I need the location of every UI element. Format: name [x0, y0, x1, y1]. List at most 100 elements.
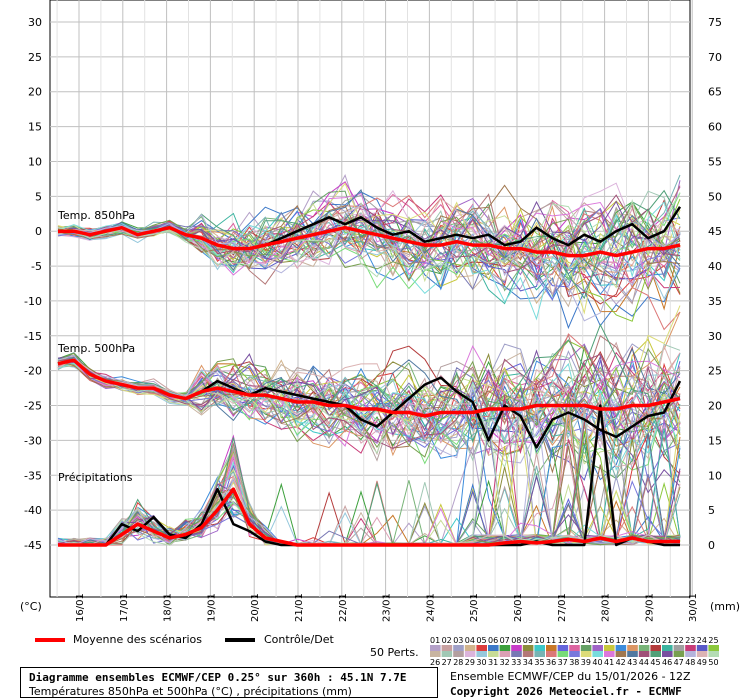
right-tick-label: 40 [708, 260, 722, 273]
member-swatch [522, 651, 534, 657]
t850-member-line [57, 192, 681, 278]
main-series [57, 206, 682, 547]
member-swatch [615, 645, 627, 651]
member-number-top: 07 [500, 636, 510, 645]
right-tick-label: 55 [708, 155, 722, 168]
t500-member-line [57, 353, 681, 449]
right-tick-label: 70 [708, 51, 722, 64]
member-swatch [696, 645, 708, 651]
member-number-bottom: 36 [546, 658, 556, 667]
member-number-top: 25 [708, 636, 718, 645]
right-tick-label: 45 [708, 225, 722, 238]
member-swatch [488, 645, 499, 651]
member-swatch [604, 645, 615, 651]
right-tick-label: 25 [708, 365, 722, 378]
t500-mean-line [57, 358, 681, 418]
member-number-top: 11 [546, 636, 556, 645]
member-number-top: 20 [650, 636, 660, 645]
left-tick-label: -5 [31, 260, 42, 273]
date-label: 29/01 [644, 593, 655, 622]
member-swatch [685, 651, 696, 657]
member-swatch [441, 645, 453, 651]
member-number-bottom: 44 [639, 658, 649, 667]
member-number-bottom: 30 [476, 658, 486, 667]
member-number-top: 10 [534, 636, 544, 645]
t500-member-line [57, 347, 681, 458]
member-swatch [650, 651, 661, 657]
t850-member-line [57, 201, 681, 271]
member-number-top: 05 [476, 636, 486, 645]
member-number-top: 23 [685, 636, 695, 645]
member-swatch [673, 651, 685, 657]
member-swatch [464, 651, 476, 657]
member-swatch [534, 651, 545, 657]
member-number-bottom: 26 [430, 658, 440, 667]
member-swatch [430, 645, 441, 651]
right-tick-label: 75 [708, 16, 722, 29]
member-swatch [615, 651, 627, 657]
member-swatch [696, 651, 708, 657]
right-tick-label: 15 [708, 434, 722, 447]
member-swatch [441, 651, 453, 657]
member-number-top: 19 [639, 636, 649, 645]
left-tick-label: 10 [28, 155, 42, 168]
member-swatch [638, 645, 650, 651]
member-swatch [604, 651, 615, 657]
member-number-top: 08 [511, 636, 521, 645]
member-swatch [685, 645, 696, 651]
member-swatch [534, 645, 545, 651]
member-swatch [453, 651, 464, 657]
left-tick-label: -20 [24, 365, 42, 378]
left-tick-label: -10 [24, 295, 42, 308]
member-number-bottom: 41 [604, 658, 614, 667]
panel-label-precip: Précipitations [58, 471, 133, 484]
member-swatch [511, 651, 522, 657]
grid [49, 0, 693, 598]
member-swatch [488, 651, 499, 657]
member-swatch [557, 651, 569, 657]
member-number-top: 13 [569, 636, 579, 645]
member-number-top: 03 [453, 636, 463, 645]
right-tick-label: 30 [708, 330, 722, 343]
member-number-bottom: 46 [662, 658, 672, 667]
member-number-bottom: 43 [627, 658, 637, 667]
legend-perts-label: 50 Perts. [370, 646, 419, 659]
member-swatch [580, 651, 592, 657]
member-number-top: 02 [442, 636, 452, 645]
right-tick-label: 0 [708, 539, 715, 552]
left-tick-label: -25 [24, 400, 42, 413]
precip-mean-line [58, 487, 680, 547]
right-unit-label: (mm) [710, 600, 740, 613]
date-label: 25/01 [469, 593, 480, 622]
left-tick-label: 15 [28, 121, 42, 134]
member-number-top: 22 [674, 636, 684, 645]
t500-member-line [57, 364, 681, 439]
member-number-top: 12 [558, 636, 568, 645]
left-tick-label: -40 [24, 504, 42, 517]
member-number-top: 01 [430, 636, 440, 645]
member-swatch [430, 651, 441, 657]
member-number-top: 14 [581, 636, 591, 645]
member-swatch [627, 645, 638, 651]
date-label: 24/01 [425, 593, 436, 622]
member-swatch [627, 651, 638, 657]
member-number-bottom: 38 [569, 658, 579, 667]
member-swatch [592, 645, 603, 651]
right-tick-label: 60 [708, 121, 722, 134]
member-number-top: 15 [592, 636, 602, 645]
member-swatch [592, 651, 603, 657]
member-number-bottom: 47 [674, 658, 684, 667]
member-number-bottom: 28 [453, 658, 463, 667]
left-tick-label: -35 [24, 469, 42, 482]
left-tick-label: 0 [35, 225, 42, 238]
right-tick-label: 10 [708, 469, 722, 482]
member-swatch [708, 651, 719, 657]
right-tick-label: 50 [708, 190, 722, 203]
member-swatch [569, 645, 580, 651]
member-swatch [662, 651, 673, 657]
date-label: 23/01 [382, 593, 393, 622]
right-tick-label: 5 [708, 504, 715, 517]
panel-label-t850: Temp. 850hPa [57, 209, 135, 222]
right-tick-label: 65 [708, 86, 722, 99]
